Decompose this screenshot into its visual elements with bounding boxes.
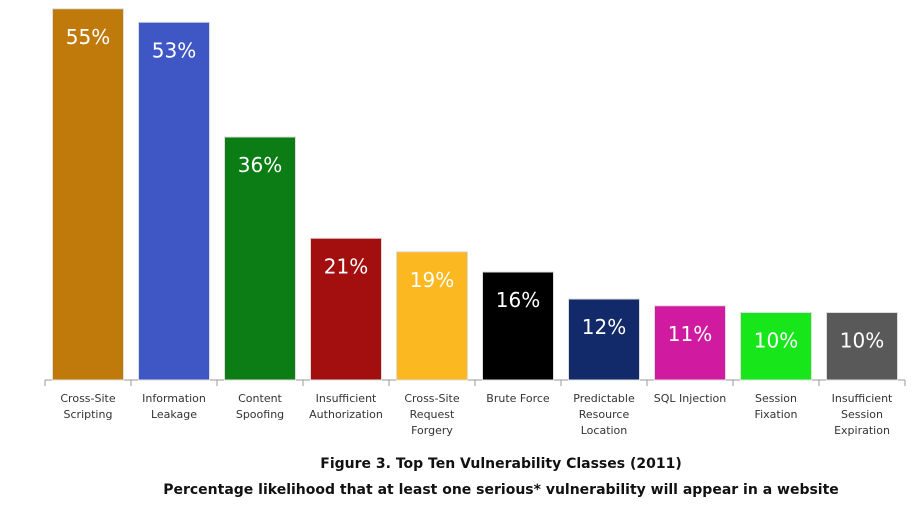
x-tick-label: Insufficient Authorization [309, 392, 383, 421]
x-tick-label: Brute Force [486, 392, 550, 405]
bar [568, 298, 640, 381]
x-tick-label: Cross-Site Request Forgery [404, 392, 460, 437]
value-label: 10% [840, 329, 884, 353]
bar [52, 8, 124, 381]
value-label: 21% [324, 254, 368, 278]
value-label: 10% [754, 329, 798, 353]
value-label: 55% [66, 25, 110, 49]
chart-subtitle: Percentage likelihood that at least one … [163, 482, 839, 498]
bar [654, 305, 726, 381]
bar [826, 312, 898, 381]
x-tick-label: SQL Injection [653, 392, 727, 405]
value-label: 16% [496, 288, 540, 312]
bar [740, 312, 812, 381]
bar [138, 21, 210, 381]
x-tick-label: Cross-Site Scripting [60, 392, 116, 421]
x-tick-label: Session Fixation [754, 392, 798, 421]
x-tick-label: Predictable Resource Location [573, 392, 635, 437]
value-label: 36% [238, 153, 282, 177]
value-label: 11% [668, 322, 712, 346]
x-tick-label: Information Leakage [142, 392, 206, 421]
value-label: 19% [410, 268, 454, 292]
x-tick-label: Content Spoofing [235, 392, 285, 421]
bar [224, 136, 296, 381]
bar [482, 271, 554, 381]
bar [396, 251, 468, 381]
chart: 55% 53% 36% 21% 19% 16% 12% 11% 10% 10% [44, 8, 906, 386]
x-tick-label: Insufficient Session Expiration [831, 392, 893, 437]
value-label: 53% [152, 38, 196, 62]
value-label: 12% [582, 315, 626, 339]
chart-title: Figure 3. Top Ten Vulnerability Classes … [320, 456, 682, 472]
bar [310, 237, 382, 381]
